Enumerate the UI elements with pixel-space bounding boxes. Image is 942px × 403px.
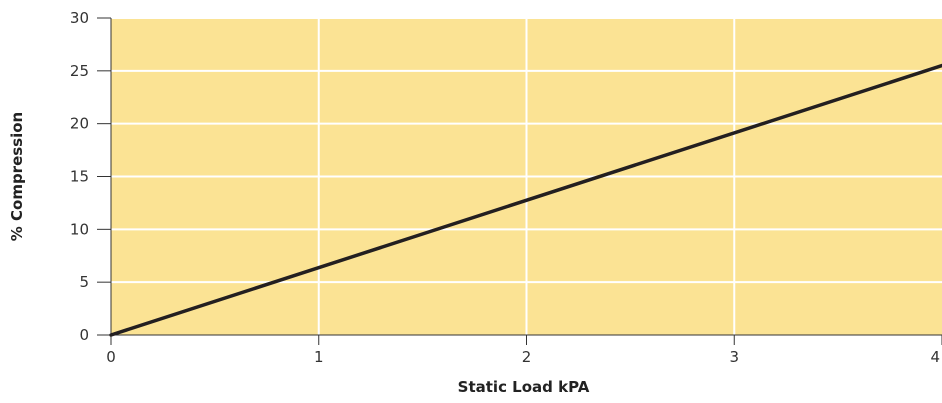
series-line	[109, 63, 942, 337]
y-tick-label: 10	[70, 220, 89, 238]
series-group	[109, 63, 942, 337]
gridlines	[111, 17, 942, 335]
axes	[97, 17, 942, 345]
y-axis-title: % Compression	[8, 112, 26, 242]
x-tick-label: 2	[522, 348, 532, 366]
x-tick-label: 1	[314, 348, 324, 366]
tick-labels: 0 5 10 15 20 25 30 0 1 2 3 4	[70, 9, 940, 366]
y-tick-label: 25	[70, 62, 89, 80]
x-tick-label: 3	[729, 348, 739, 366]
y-tick-label: 20	[70, 115, 89, 133]
x-tick-label: 0	[106, 348, 116, 366]
y-tick-label: 0	[79, 326, 89, 344]
y-tick-label: 5	[79, 273, 89, 291]
x-axis-title: Static Load kPA	[458, 378, 590, 396]
x-tick-label: 4	[930, 348, 940, 366]
y-tick-label: 30	[70, 9, 89, 27]
y-tick-label: 15	[70, 168, 89, 186]
